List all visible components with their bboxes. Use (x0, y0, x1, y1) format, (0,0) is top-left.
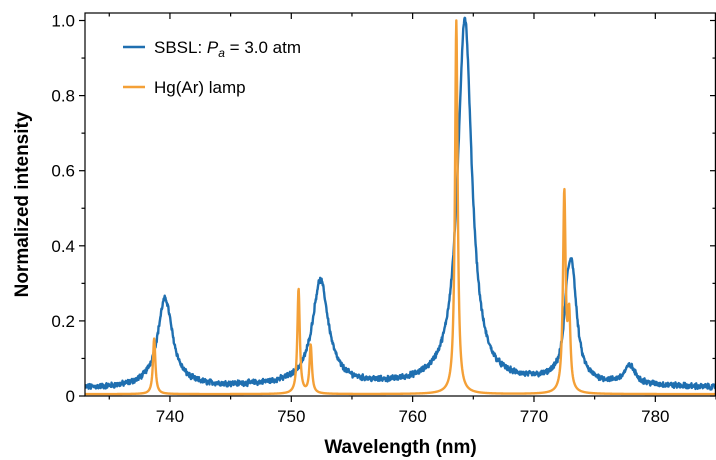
x-tick-label: 750 (277, 407, 305, 426)
y-tick-label: 0.6 (51, 162, 75, 181)
y-tick-label: 1.0 (51, 12, 75, 31)
x-tick-label: 780 (641, 407, 669, 426)
x-tick-label: 770 (520, 407, 548, 426)
y-tick-label: 0.2 (51, 312, 75, 331)
legend-label: SBSL: Pa = 3.0 atm (154, 38, 301, 60)
y-axis-title: Normalized intensity (12, 111, 33, 297)
x-tick-label: 760 (398, 407, 426, 426)
x-tick-label: 740 (156, 407, 184, 426)
series-line-hg-ar-lamp (85, 19, 716, 396)
axes-layer (84, 12, 716, 397)
y-tick-label: 0 (66, 387, 75, 406)
legend-label: Hg(Ar) lamp (154, 78, 246, 97)
ticks-layer: 740 750 760 770 780 0 0.2 0.4 0.6 0.8 1.0 (51, 12, 716, 426)
y-tick-label: 0.8 (51, 87, 75, 106)
y-tick-label: 0.4 (51, 237, 75, 256)
series-layer (85, 16, 716, 396)
plot-frame (84, 12, 716, 397)
x-axis-title: Wavelength (nm) (324, 437, 476, 458)
series-line-sbsl (85, 16, 716, 391)
legend: SBSL: Pa = 3.0 atm Hg(Ar) lamp (123, 38, 301, 97)
